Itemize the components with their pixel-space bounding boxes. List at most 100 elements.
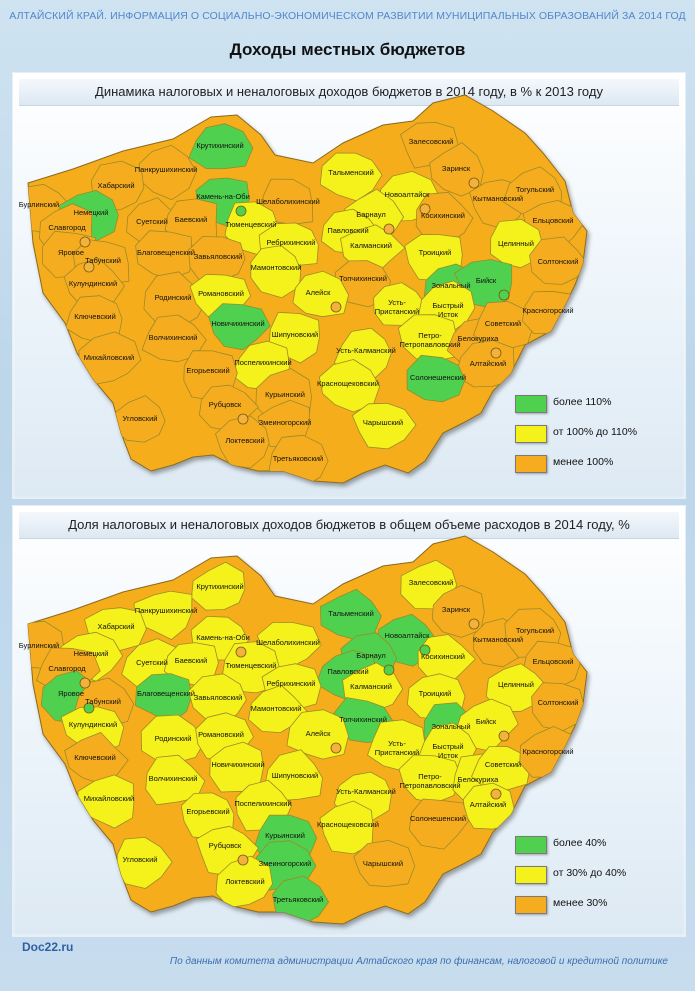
- region-label: Михайловский: [84, 794, 134, 803]
- city-marker: [468, 618, 480, 630]
- region-label: Новичихинский: [211, 319, 264, 328]
- region-label: Калманский: [350, 682, 392, 691]
- region-label: Петропавловский: [399, 340, 460, 349]
- region-label: Советский: [485, 760, 521, 769]
- region-label: Бурлинский: [19, 200, 59, 209]
- region-label: Солтонский: [538, 257, 579, 266]
- region-area[interactable]: [140, 714, 206, 763]
- region-label: Кулундинский: [69, 720, 117, 729]
- region-label: Родинский: [155, 734, 192, 743]
- region-label: Быстрый: [432, 742, 463, 751]
- legend-label: от 30% до 40%: [553, 867, 627, 879]
- region-label: Солонешенский: [410, 373, 466, 382]
- region-label: Мамонтовский: [251, 263, 302, 272]
- region-area[interactable]: [529, 236, 588, 285]
- region-area[interactable]: [208, 303, 271, 351]
- city-marker: [419, 203, 431, 215]
- region-label: Рубцовск: [209, 841, 242, 850]
- region-label: Третьяковский: [273, 895, 324, 904]
- region-label: Тальменский: [328, 168, 374, 177]
- region-area[interactable]: [248, 684, 308, 734]
- city-marker: [330, 742, 342, 754]
- region-area[interactable]: [215, 855, 273, 909]
- legend-swatch: [515, 896, 547, 914]
- region-label: Ельцовский: [533, 657, 574, 666]
- region-label: Третьяковский: [273, 454, 324, 463]
- region-label: Егорьевский: [186, 807, 229, 816]
- region-label: Романовский: [198, 730, 244, 739]
- region-area[interactable]: [215, 415, 270, 469]
- region-label: Усть-: [388, 739, 406, 748]
- region-area[interactable]: [473, 301, 534, 350]
- region-area[interactable]: [406, 354, 466, 403]
- region-label: Алтайский: [470, 359, 507, 368]
- region-label: Барнаул: [356, 210, 385, 219]
- region-label: Быстрый: [432, 301, 463, 310]
- choropleth-map-share: Крутихинский Камень-на-Оби Залесовский Зари…: [19, 535, 588, 925]
- region-label: Благовещенский: [137, 689, 195, 698]
- page-header: АЛТАЙСКИЙ КРАЙ. ИНФОРМАЦИЯ О СОЦИАЛЬНО-Э…: [9, 10, 686, 22]
- region-label: Целинный: [498, 680, 534, 689]
- region-label: Калманский: [350, 241, 392, 250]
- region-area[interactable]: [191, 561, 246, 611]
- region-label: Кулундинский: [69, 279, 117, 288]
- region-label: Угловский: [123, 855, 158, 864]
- region-label: Косихинский: [421, 652, 465, 661]
- region-label: Ключевский: [74, 312, 116, 321]
- region-label: Завьяловский: [194, 252, 243, 261]
- region-area[interactable]: [351, 402, 417, 450]
- region-label: Ребрихинский: [267, 238, 316, 247]
- city-marker: [83, 261, 95, 273]
- region-label: Суетский: [136, 658, 168, 667]
- region-area[interactable]: [353, 839, 416, 887]
- region-label: Табунский: [85, 697, 121, 706]
- region-label: Петропавловский: [399, 781, 460, 790]
- choropleth-map-dynamics: Крутихинский Камень-на-Оби Залесовский Зари…: [19, 94, 588, 484]
- map-panel-share: Доля налоговых и неналоговых доходов бюд…: [12, 505, 686, 937]
- city-marker: [237, 413, 249, 425]
- city-marker: [237, 854, 249, 866]
- region-label: Благовещенский: [137, 248, 195, 257]
- region-label: Змеиногорский: [259, 859, 312, 868]
- region-label: Змеиногорский: [259, 418, 312, 427]
- region-label: Исток: [438, 751, 459, 760]
- region-area[interactable]: [408, 798, 469, 850]
- region-area[interactable]: [398, 754, 463, 804]
- region-label: Алейск: [306, 729, 331, 738]
- region-label: Белокуриха: [458, 775, 500, 784]
- map-title: Доля налоговых и неналоговых доходов бюд…: [19, 512, 679, 539]
- region-label: Залесовский: [409, 137, 454, 146]
- region-label: Михайловский: [84, 353, 134, 362]
- city-marker: [419, 644, 431, 656]
- region-label: Бурлинский: [19, 641, 59, 650]
- region-area[interactable]: [188, 123, 254, 170]
- region-label: Курьинский: [265, 390, 305, 399]
- region-label: Зональный: [431, 722, 470, 731]
- region-label: Славгород: [48, 223, 86, 232]
- legend-swatch: [515, 425, 547, 443]
- region-label: Зональный: [431, 281, 470, 290]
- region-area[interactable]: [531, 682, 585, 731]
- region-area[interactable]: [141, 314, 207, 363]
- region-label: Шипуновский: [272, 771, 319, 780]
- region-area[interactable]: [471, 745, 531, 791]
- region-label: Новичихинский: [211, 760, 264, 769]
- map-panel-dynamics: Динамика налоговых и неналоговых доходов…: [12, 72, 686, 499]
- region-label: Поспелихинский: [234, 799, 291, 808]
- region-area[interactable]: [250, 245, 302, 299]
- region-label: Камень-на-Оби: [196, 633, 250, 642]
- region-label: Краснощековский: [317, 820, 379, 829]
- region-label: Шелаболихинский: [256, 638, 320, 647]
- region-label: Солтонский: [538, 698, 579, 707]
- footer-site: Doc22.ru: [22, 940, 74, 954]
- region-area[interactable]: [262, 178, 314, 225]
- region-area[interactable]: [264, 749, 323, 802]
- region-label: Троицкий: [419, 689, 452, 698]
- region-label: Красногорский: [522, 747, 573, 756]
- city-marker: [83, 702, 95, 714]
- region-label: Ребрихинский: [267, 679, 316, 688]
- region-label: Курьинский: [265, 831, 305, 840]
- region-label: Немецкий: [74, 649, 109, 658]
- region-label: Романовский: [198, 289, 244, 298]
- region-label: Бийск: [476, 717, 497, 726]
